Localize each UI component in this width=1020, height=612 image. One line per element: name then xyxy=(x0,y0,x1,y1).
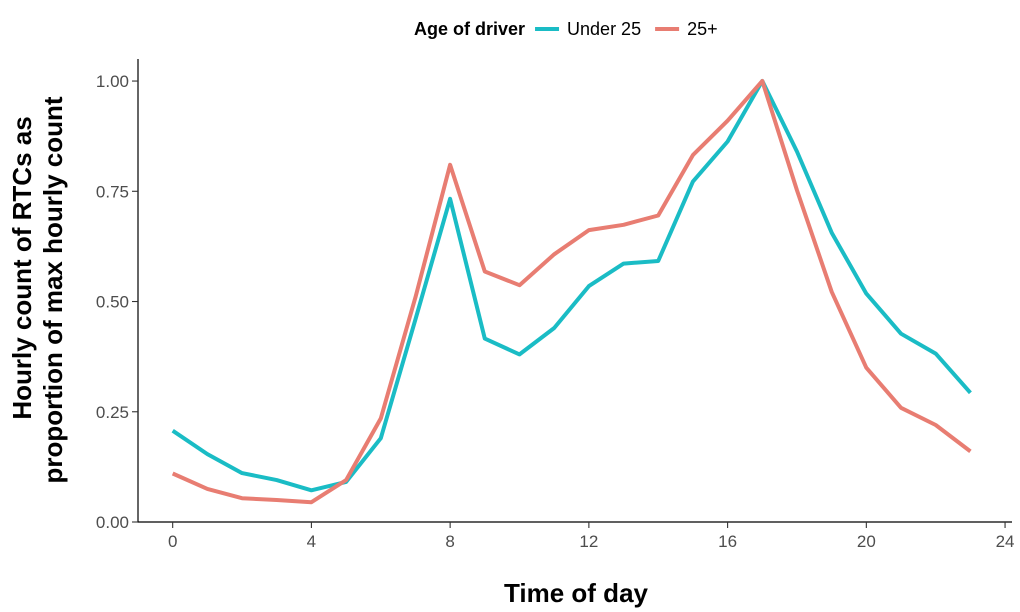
x-tick-label: 16 xyxy=(718,532,737,551)
legend-label-25-plus: 25+ xyxy=(687,19,718,39)
y-tick-label: 1.00 xyxy=(96,72,129,91)
x-tick-label: 8 xyxy=(445,532,454,551)
x-tick-label: 0 xyxy=(168,532,177,551)
y-axis-title-line-1: Hourly count of RTCs as xyxy=(7,116,37,419)
x-tick-label: 24 xyxy=(996,532,1015,551)
y-tick-label: 0.75 xyxy=(96,182,129,201)
y-tick-label: 0.25 xyxy=(96,403,129,422)
x-tick-label: 4 xyxy=(307,532,316,551)
y-tick-label: 0.00 xyxy=(96,513,129,532)
axes: 0.00 0.25 0.50 0.75 1.00 0 4 8 12 16 20 24 xyxy=(96,59,1015,551)
x-tick-label: 12 xyxy=(579,532,598,551)
legend-label-under-25: Under 25 xyxy=(567,19,641,39)
legend: Age of driver Under 25 25+ xyxy=(414,19,718,39)
y-axis-title: Hourly count of RTCs as proportion of ma… xyxy=(7,96,68,483)
series-line-under-25 xyxy=(171,79,972,493)
series-lines xyxy=(171,79,972,505)
y-tick-label: 0.50 xyxy=(96,293,129,312)
series-line-25-plus xyxy=(171,79,972,505)
x-axis-title: Time of day xyxy=(504,578,649,608)
y-axis-title-line-2: proportion of max hourly count xyxy=(38,96,68,483)
x-tick-label: 20 xyxy=(857,532,876,551)
legend-title: Age of driver xyxy=(414,19,525,39)
